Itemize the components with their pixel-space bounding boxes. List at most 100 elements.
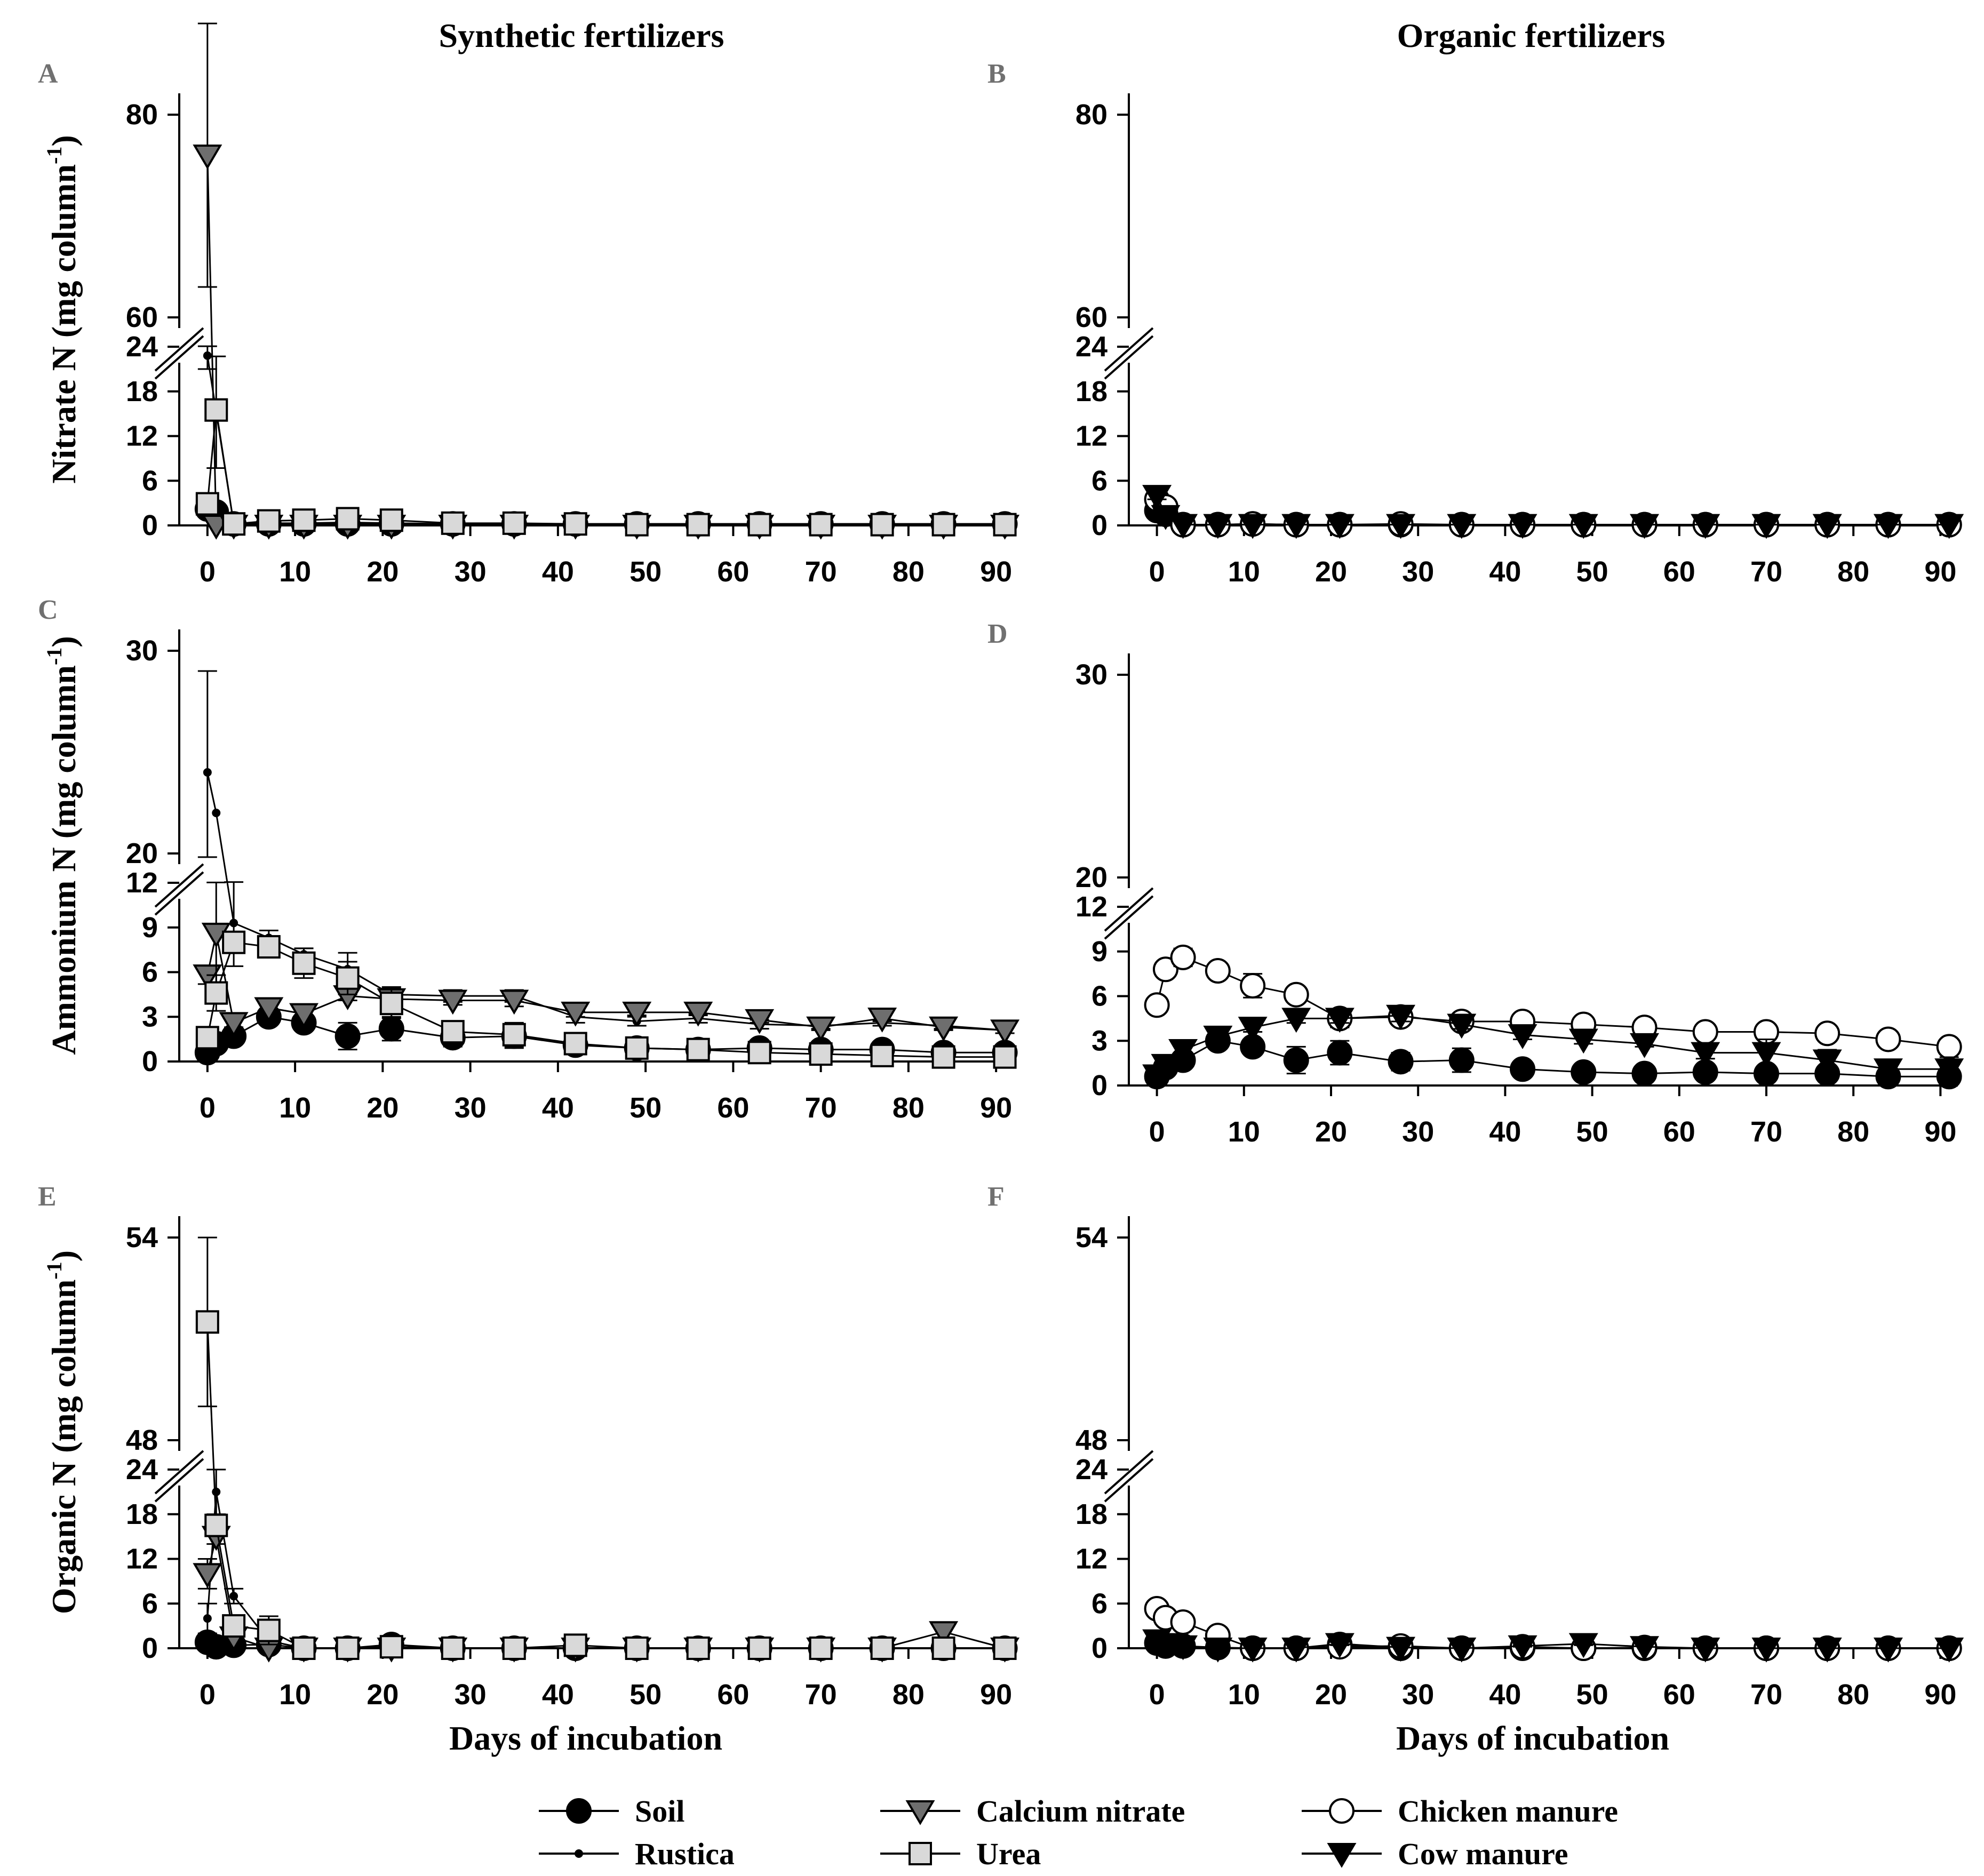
y-tick-label: 48 xyxy=(1075,1424,1107,1456)
data-point xyxy=(292,951,316,975)
y-tick-label: 6 xyxy=(1091,980,1107,1012)
x-tick-label: 0 xyxy=(1149,556,1165,588)
data-point xyxy=(1386,1004,1416,1030)
data-point xyxy=(1873,1058,1903,1084)
data-point xyxy=(1170,944,1196,970)
y-tick-label: 12 xyxy=(126,420,158,452)
data-point xyxy=(686,1037,710,1061)
y-axis-label: Ammonium N (mg column-1) xyxy=(42,636,83,1055)
data-point xyxy=(1873,514,1903,539)
data-point xyxy=(686,513,710,537)
data-point xyxy=(745,1009,775,1034)
data-point xyxy=(379,1635,403,1659)
x-tick-label: 30 xyxy=(1402,1116,1434,1148)
data-point xyxy=(1875,1026,1901,1052)
data-point xyxy=(867,1008,897,1033)
x-tick-label: 60 xyxy=(1663,1116,1695,1148)
x-tick-label: 90 xyxy=(1924,1679,1956,1711)
y-tick-label: 6 xyxy=(142,1587,158,1619)
y-tick-label: 9 xyxy=(142,912,158,944)
y-tick-label: 18 xyxy=(126,376,158,408)
data-point xyxy=(931,513,955,537)
series-chicken-manure xyxy=(1144,486,1962,538)
y-tick-label: 0 xyxy=(142,1632,158,1664)
x-tick-label: 40 xyxy=(1489,1679,1521,1711)
x-tick-label: 40 xyxy=(542,556,574,588)
y-tick-label: 54 xyxy=(1075,1222,1107,1254)
data-point xyxy=(1812,1638,1842,1663)
data-point xyxy=(502,511,526,535)
x-tick-label: 10 xyxy=(279,556,311,588)
y-tick-label: 54 xyxy=(126,1222,158,1254)
axis-break-mark xyxy=(154,327,204,372)
data-point xyxy=(870,1636,894,1660)
x-tick-label: 60 xyxy=(1663,1679,1695,1711)
data-point xyxy=(747,1636,771,1660)
data-point xyxy=(204,981,228,1005)
data-point xyxy=(563,1032,587,1056)
legend-marker xyxy=(1329,1798,1354,1824)
x-tick-label: 80 xyxy=(1837,1116,1869,1148)
y-tick-label: 12 xyxy=(1075,891,1107,923)
legend-marker xyxy=(1327,1843,1357,1868)
data-point xyxy=(1508,1635,1537,1661)
panel-label: A xyxy=(38,59,58,89)
legend-label: Rustica xyxy=(635,1837,735,1871)
panel-label: B xyxy=(987,59,1006,89)
data-point xyxy=(1281,1638,1311,1663)
legend-label: Chicken manure xyxy=(1398,1794,1618,1829)
x-tick-label: 80 xyxy=(893,1679,925,1711)
x-tick-label: 70 xyxy=(1750,1679,1782,1711)
x-tick-label: 30 xyxy=(1402,1679,1434,1711)
y-tick-label: 80 xyxy=(126,99,158,131)
x-tick-label: 0 xyxy=(200,556,216,588)
x-tick-label: 80 xyxy=(1837,556,1869,588)
data-point xyxy=(203,1614,212,1623)
y-tick-label: 12 xyxy=(1075,1543,1107,1575)
data-point xyxy=(929,1621,959,1647)
y-tick-label: 6 xyxy=(142,465,158,497)
y-tick-label: 6 xyxy=(142,956,158,988)
data-point xyxy=(1691,514,1720,539)
x-tick-label: 10 xyxy=(279,1679,311,1711)
series-cow-manure xyxy=(1142,1629,1964,1663)
data-point xyxy=(990,1019,1020,1045)
y-tick-label: 30 xyxy=(1075,659,1107,691)
data-point xyxy=(993,1045,1017,1069)
x-tick-label: 0 xyxy=(1149,1116,1165,1148)
legend-marker xyxy=(909,1842,932,1865)
data-point xyxy=(809,1042,833,1066)
series-rustica xyxy=(197,345,1009,529)
series-line xyxy=(206,155,1005,526)
data-point xyxy=(203,768,212,777)
data-point xyxy=(563,512,587,536)
x-tick-label: 80 xyxy=(1837,1679,1869,1711)
data-point xyxy=(1630,1636,1660,1661)
data-point xyxy=(1203,514,1233,539)
x-tick-label: 80 xyxy=(893,556,925,588)
data-point xyxy=(1325,1008,1354,1033)
series-cow-manure xyxy=(1142,485,1964,539)
data-point xyxy=(1152,956,1178,983)
x-tick-label: 50 xyxy=(630,1679,662,1711)
data-point xyxy=(747,1041,771,1065)
data-point xyxy=(438,989,468,1015)
data-point xyxy=(257,509,281,533)
x-tick-label: 50 xyxy=(1576,1116,1608,1148)
y-tick-label: 24 xyxy=(126,1454,158,1486)
data-point xyxy=(622,1001,652,1027)
data-point xyxy=(222,1614,246,1638)
data-point xyxy=(1205,958,1231,984)
x-tick-label: 30 xyxy=(455,556,487,588)
y-tick-label: 48 xyxy=(126,1424,158,1456)
data-point xyxy=(1327,1040,1353,1066)
y-tick-label: 20 xyxy=(126,837,158,869)
x-tick-label: 90 xyxy=(980,1679,1012,1711)
legend-item-cow-manure: Cow manure xyxy=(1302,1837,1568,1871)
data-point xyxy=(1168,514,1198,539)
data-point xyxy=(212,809,221,817)
y-tick-label: 6 xyxy=(1091,1587,1107,1619)
y-tick-label: 24 xyxy=(1075,1454,1107,1486)
